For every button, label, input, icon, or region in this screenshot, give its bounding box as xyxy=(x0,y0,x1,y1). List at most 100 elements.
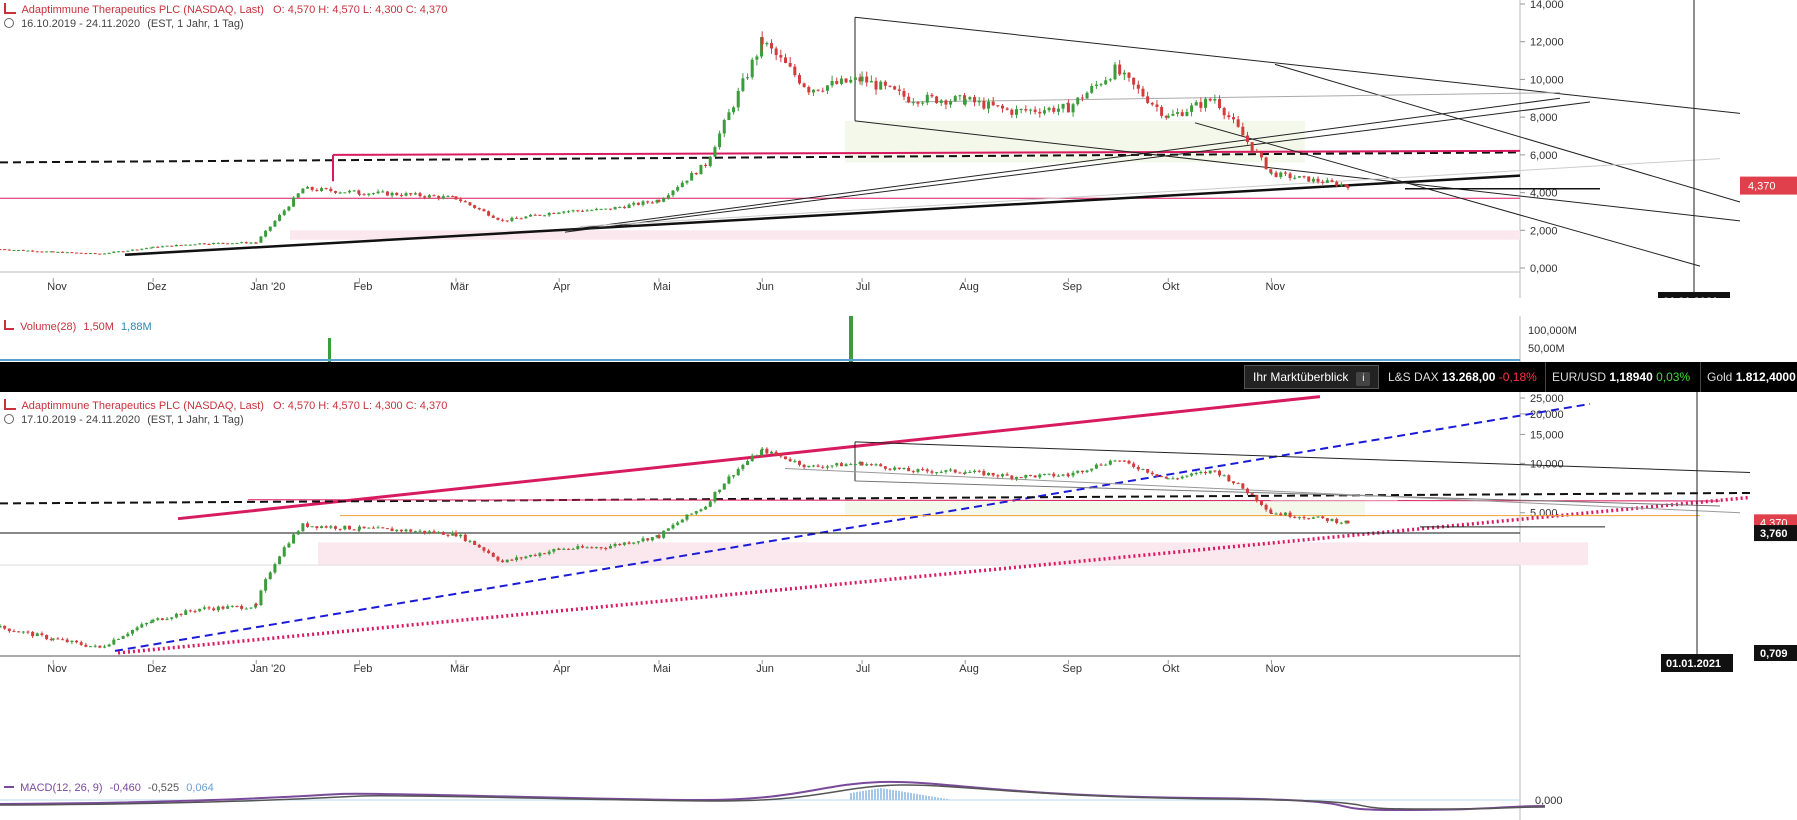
candle-body xyxy=(226,606,230,609)
candle-body xyxy=(797,75,801,84)
instrument-name[interactable]: Adaptimmune Therapeutics PLC (NASDAQ, La… xyxy=(21,4,264,16)
candle-body xyxy=(1127,460,1131,464)
candle-body xyxy=(165,618,169,620)
candle-body xyxy=(1274,513,1278,515)
candle-body xyxy=(240,605,244,609)
candle-body xyxy=(418,530,422,532)
candle-body xyxy=(1066,474,1070,476)
candle-body xyxy=(352,190,356,192)
candle-body xyxy=(510,559,514,561)
candle-body xyxy=(562,211,566,213)
candle-body xyxy=(1339,522,1343,524)
candle-body xyxy=(84,644,88,647)
candle-body xyxy=(825,85,829,91)
candle-body xyxy=(1190,473,1194,476)
candle-body xyxy=(254,604,258,608)
candle-body xyxy=(1204,98,1208,108)
candle-body xyxy=(788,459,792,462)
candle-body xyxy=(853,77,857,80)
candle-body xyxy=(562,548,566,550)
candle-body xyxy=(566,211,570,213)
macd-value-1: -0,460 xyxy=(109,782,141,794)
candle-body xyxy=(487,550,491,553)
candle-body xyxy=(869,464,873,466)
ticker-gold-value: 1.812,4000 xyxy=(1735,370,1796,384)
top-x-label: Feb xyxy=(353,281,372,293)
candle-body xyxy=(977,470,981,472)
macd-panel[interactable]: MACD(12, 26, 9) -0,460 -0,525 0,064 0,00… xyxy=(0,776,1797,820)
top-candles xyxy=(0,31,1350,255)
top-x-label: Mär xyxy=(450,281,469,293)
candle-body xyxy=(174,613,178,618)
candle-body xyxy=(49,251,53,253)
bottom-price-chart[interactable]: Adaptimmune Therapeutics PLC (NASDAQ, La… xyxy=(0,392,1797,776)
market-overview-button[interactable]: Ihr Marktüberblick i xyxy=(1244,365,1380,389)
candle-body xyxy=(1071,104,1075,113)
candle-body xyxy=(736,90,740,108)
volume-svg: 100,000M 50,00M xyxy=(0,316,1577,362)
candle-body xyxy=(273,564,277,573)
candle-body xyxy=(338,192,342,194)
candle-body xyxy=(1236,119,1240,127)
candle-body xyxy=(315,526,319,529)
candle-body xyxy=(174,244,178,247)
candle-body xyxy=(755,455,759,457)
bottom-chart-subheader: 17.10.2019 - 24.11.2020 (EST, 1 Jahr, 1 … xyxy=(4,414,244,426)
candle-body xyxy=(1346,520,1350,524)
candle-body xyxy=(51,638,55,640)
candle-body xyxy=(357,526,361,530)
candle-body xyxy=(519,218,523,220)
candle-body xyxy=(680,519,684,523)
candle-body xyxy=(538,553,542,556)
ticker-dax-value: 13.268,00 xyxy=(1442,370,1496,384)
candle-body xyxy=(338,528,342,530)
ticker-eurusd-change: 0,03% xyxy=(1656,370,1691,384)
candle-body xyxy=(825,466,829,468)
candle-body xyxy=(811,465,815,467)
candle-body xyxy=(1213,470,1217,472)
candle-body xyxy=(552,212,556,214)
macd-histogram-bar xyxy=(904,792,906,800)
candle-body xyxy=(925,94,929,103)
candle-body xyxy=(362,194,366,196)
candle-body xyxy=(1141,469,1145,471)
candle-body xyxy=(958,472,962,474)
candle-body xyxy=(750,59,754,78)
ticker-eurusd[interactable]: EUR/USD 1,18940 0,03% xyxy=(1545,362,1690,392)
macd-histogram-bar xyxy=(886,789,888,800)
candle-body xyxy=(996,105,1000,107)
candle-body xyxy=(1010,109,1014,115)
candle-body xyxy=(1194,472,1198,474)
candle-body xyxy=(510,217,514,222)
candle-body xyxy=(473,540,477,545)
candle-body xyxy=(1038,111,1042,114)
candle-body xyxy=(713,147,717,157)
info-icon[interactable]: i xyxy=(1356,372,1371,386)
candle-body xyxy=(797,460,801,465)
bottom-x-label: Sep xyxy=(1062,663,1082,675)
candle-body xyxy=(79,252,83,254)
ticker-dax[interactable]: L&S DAX 13.268,00 -0,18% xyxy=(1388,362,1537,392)
candle-body xyxy=(1250,142,1254,152)
top-price-chart[interactable]: Adaptimmune Therapeutics PLC (NASDAQ, La… xyxy=(0,0,1797,298)
volume-panel[interactable]: Volume(28) 1,50M 1,88M 100,000M 50,00M xyxy=(0,316,1797,362)
candle-body xyxy=(259,590,263,606)
ohlc-values: O: 4,570 H: 4,570 L: 4,300 C: 4,370 xyxy=(273,400,448,412)
candle-body xyxy=(853,463,857,465)
candle-body xyxy=(399,529,403,532)
candle-body xyxy=(968,97,972,100)
candle-body xyxy=(170,617,174,619)
instrument-name[interactable]: Adaptimmune Therapeutics PLC (NASDAQ, La… xyxy=(21,400,264,412)
candle-body xyxy=(212,608,216,611)
candle-body xyxy=(1076,97,1080,105)
candle-body xyxy=(1164,476,1168,479)
candle-body xyxy=(963,473,967,475)
top-x-label: Aug xyxy=(959,281,979,293)
candle-body xyxy=(1155,104,1159,107)
ticker-gold[interactable]: Gold 1.812,4000 xyxy=(1700,362,1796,392)
candle-body xyxy=(708,156,712,166)
candle-body xyxy=(632,202,636,205)
candle-body xyxy=(1136,84,1140,89)
candle-body xyxy=(973,470,977,472)
candle-body xyxy=(1316,516,1320,518)
